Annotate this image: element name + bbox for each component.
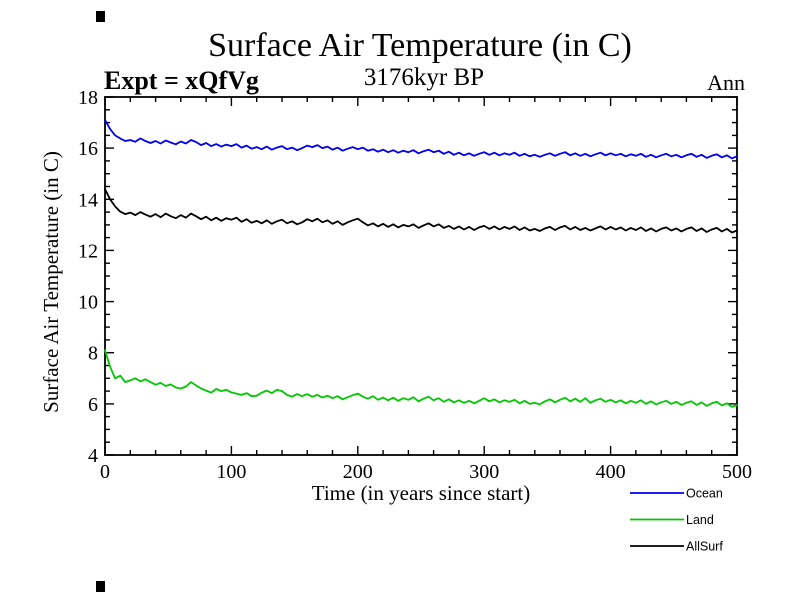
y-tick-label: 8 xyxy=(88,343,98,365)
legend-label-ocean: Ocean xyxy=(686,487,723,501)
x-tick-label: 500 xyxy=(722,461,752,483)
y-tick-label: 12 xyxy=(78,240,98,262)
chart-title: Surface Air Temperature (in C) xyxy=(208,27,632,64)
y-tick-label: 10 xyxy=(78,292,98,314)
legend-item-ocean: Ocean xyxy=(630,487,723,501)
tick-labels: 0 100 200 300 400 500 4 6 8 10 12 14 16 18 xyxy=(78,87,752,483)
legend-label-land: Land xyxy=(686,513,714,527)
experiment-label: Expt = xQfVg xyxy=(104,66,259,95)
x-axis-label: Time (in years since start) xyxy=(312,481,531,505)
series-line-land xyxy=(104,349,738,408)
meaning-period-label: Ann xyxy=(707,70,745,95)
y-tick-label: 6 xyxy=(88,394,98,416)
x-tick-label: 300 xyxy=(469,461,499,483)
x-tick-label: 400 xyxy=(596,461,626,483)
crop-mark-bottom-left xyxy=(96,581,105,592)
y-tick-label: 4 xyxy=(88,445,98,467)
y-axis-label: Surface Air Temperature (in C) xyxy=(39,151,63,413)
x-tick-label: 0 xyxy=(100,461,110,483)
legend-item-allsurf: AllSurf xyxy=(630,540,723,554)
x-tick-label: 100 xyxy=(216,461,246,483)
series-line-ocean xyxy=(104,119,738,160)
y-tick-label: 14 xyxy=(78,189,98,211)
chart-subtitle: 3176kyr BP xyxy=(364,64,484,91)
y-tick-label: 16 xyxy=(78,138,98,160)
series-line-allsurf xyxy=(104,188,738,234)
crop-mark-top-left xyxy=(96,11,105,22)
data-series xyxy=(104,119,738,408)
legend-item-land: Land xyxy=(630,513,714,527)
axis-ticks xyxy=(104,96,738,456)
legend-label-allsurf: AllSurf xyxy=(686,540,723,554)
y-tick-label: 18 xyxy=(78,87,98,109)
x-tick-label: 200 xyxy=(343,461,373,483)
legend: Ocean Land AllSurf xyxy=(630,487,723,554)
